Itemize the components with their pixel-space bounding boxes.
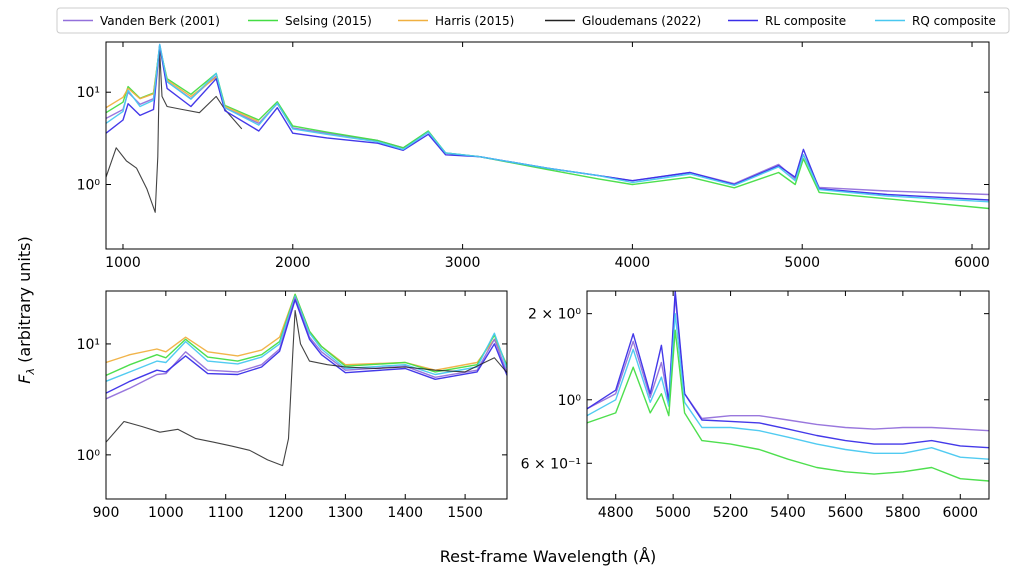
y-axis-label: Fλ (arbitrary units) xyxy=(15,236,37,383)
series-line-rq xyxy=(106,295,507,382)
legend-entry-glou: Gloudemans (2022) xyxy=(545,14,701,28)
x-tick-label: 1500 xyxy=(447,505,483,521)
x-tick-label: 5000 xyxy=(655,505,691,521)
x-tick-label: 4000 xyxy=(615,255,651,271)
x-tick-label: 5200 xyxy=(713,505,749,521)
series-line-vdb xyxy=(587,295,989,432)
series-line-rq xyxy=(587,313,989,460)
series-line-selsing xyxy=(587,329,989,482)
x-tick-label: 5000 xyxy=(784,255,820,271)
legend-entry-rq: RQ composite xyxy=(875,14,996,28)
x-axis-label: Rest-frame Wavelength (Å) xyxy=(440,547,657,566)
x-tick-label: 3000 xyxy=(445,255,481,271)
series-line-rl xyxy=(106,44,989,201)
series-line-selsing xyxy=(106,46,989,210)
legend-box xyxy=(56,7,1010,34)
x-tick-label: 5400 xyxy=(770,505,806,521)
legend-entry-vdb: Vanden Berk (2001) xyxy=(63,14,220,28)
x-tick-label: 1000 xyxy=(105,255,141,271)
x-tick-label: 5600 xyxy=(828,505,864,521)
y-tick-label: 6 × 10⁻¹ xyxy=(521,456,581,472)
x-tick-label: 1000 xyxy=(148,505,184,521)
y-tick-label: 10¹ xyxy=(77,85,100,101)
legend-entry-selsing: Selsing (2015) xyxy=(248,14,372,28)
x-tick-label: 900 xyxy=(93,505,120,521)
series-line-rq xyxy=(106,43,989,203)
x-tick-label: 1200 xyxy=(268,505,304,521)
y-tick-label: 10¹ xyxy=(77,337,100,353)
series-line-selsing xyxy=(106,293,507,377)
legend-entry-harris: Harris (2015) xyxy=(398,14,514,28)
x-tick-label: 1300 xyxy=(328,505,364,521)
x-tick-label: 5800 xyxy=(885,505,921,521)
series-line-vdb xyxy=(106,297,507,400)
y-tick-label: 10⁰ xyxy=(77,177,101,193)
x-tick-label: 4800 xyxy=(598,505,634,521)
axes-frame xyxy=(105,290,508,500)
legend: Vanden Berk (2001) Selsing (2015) Harris… xyxy=(56,7,1010,34)
x-tick-label: 6000 xyxy=(954,255,990,271)
legend-label-vdb: Vanden Berk (2001) xyxy=(100,14,220,28)
series-group-top xyxy=(106,43,989,213)
panel-bottom-right: 4800 5000 5200 5400 5600 5800 6000 6 × 10⁻¹ 10⁰ 2… xyxy=(521,290,990,521)
panel-top: 1000 2000 3000 4000 5000 6000 10⁰ 10¹ xyxy=(77,41,990,271)
legend-entry-rl: RL composite xyxy=(728,14,846,28)
y-tick-label: 2 × 10⁰ xyxy=(528,307,581,323)
x-tick-label: 1400 xyxy=(387,505,423,521)
panel-bottom-left: 900 1000 1100 1200 1300 1400 1500 10⁰ 10¹ xyxy=(77,290,508,521)
series-line-rl xyxy=(106,299,507,394)
legend-label-selsing: Selsing (2015) xyxy=(285,14,372,28)
y-tick-label: 10⁰ xyxy=(558,393,582,409)
legend-label-glou: Gloudemans (2022) xyxy=(582,14,701,28)
y-tick-label: 10⁰ xyxy=(77,448,101,464)
x-tick-label: 1100 xyxy=(208,505,244,521)
series-group-bottom-right xyxy=(587,291,989,482)
series-line-glou xyxy=(106,309,507,467)
x-tick-label: 2000 xyxy=(275,255,311,271)
axes-frame xyxy=(105,41,990,250)
series-line-glou xyxy=(106,50,243,213)
series-line-rl xyxy=(587,291,989,449)
legend-label-rq: RQ composite xyxy=(912,14,996,28)
legend-label-harris: Harris (2015) xyxy=(435,14,514,28)
x-tick-label: 6000 xyxy=(942,505,978,521)
legend-label-rl: RL composite xyxy=(765,14,846,28)
series-group-bottom-left xyxy=(106,293,507,467)
